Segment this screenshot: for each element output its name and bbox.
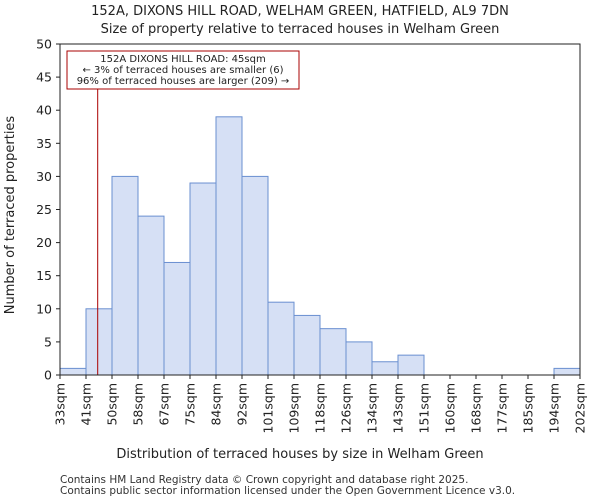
x-tick-label: 202sqm — [573, 383, 588, 433]
x-tick-label: 126sqm — [339, 383, 354, 433]
bar-109sqm — [293, 314, 321, 376]
bar-33sqm — [59, 367, 87, 376]
bar-50sqm — [111, 175, 139, 376]
footer-line2: Contains public sector information licen… — [60, 485, 515, 497]
x-axis-label: Distribution of terraced houses by size … — [116, 447, 483, 462]
x-tick-label: 41sqm — [79, 383, 94, 426]
chart-title-line2: Size of property relative to terraced ho… — [101, 22, 500, 37]
x-tick-label: 92sqm — [235, 383, 250, 426]
y-axis-ticks: 0 5 10 15 20 25 30 35 40 45 50 — [36, 37, 60, 383]
y-axis-label: Number of terraced properties — [3, 116, 18, 315]
annotation-box-border — [66, 50, 300, 90]
y-tick-label: 35 — [36, 136, 52, 151]
bar-194sqm — [553, 367, 581, 376]
footer-line1: Contains HM Land Registry data © Crown c… — [60, 474, 468, 486]
x-tick-label: 58sqm — [131, 383, 146, 426]
y-tick-label: 20 — [36, 235, 52, 250]
bar-92sqm — [241, 175, 269, 376]
y-tick-label: 40 — [36, 103, 52, 118]
bar-75sqm — [189, 182, 217, 376]
x-tick-label: 75sqm — [183, 383, 198, 426]
x-tick-label: 50sqm — [105, 383, 120, 426]
x-tick-label: 101sqm — [261, 383, 276, 433]
bar-84sqm — [215, 116, 243, 376]
bar-126sqm — [345, 341, 373, 376]
bar-67sqm — [163, 261, 191, 376]
y-tick-label: 5 — [44, 334, 52, 349]
x-tick-label: 177sqm — [495, 383, 510, 433]
y-tick-label: 30 — [36, 169, 52, 184]
chart-title-line1: 152A, DIXONS HILL ROAD, WELHAM GREEN, HA… — [91, 4, 509, 19]
x-tick-label: 118sqm — [313, 383, 328, 433]
bar-58sqm — [137, 215, 165, 376]
y-tick-label: 10 — [36, 301, 52, 316]
y-tick-label: 0 — [44, 368, 52, 383]
x-tick-label: 160sqm — [443, 383, 458, 433]
bar-143sqm — [397, 354, 425, 376]
plot-area-frame — [59, 43, 581, 376]
x-tick-label: 185sqm — [521, 383, 536, 433]
y-tick-label: 25 — [36, 202, 52, 217]
x-tick-label: 67sqm — [157, 383, 172, 426]
x-tick-label: 33sqm — [53, 383, 68, 426]
x-tick-label: 143sqm — [391, 383, 406, 433]
y-tick-label: 45 — [36, 70, 52, 85]
annotation-line1: 152A DIXONS HILL ROAD: 45sqm — [100, 54, 265, 65]
bar-118sqm — [319, 328, 347, 376]
annotation-line2: ← 3% of terraced houses are smaller (6) — [83, 65, 284, 76]
y-tick-label: 50 — [36, 37, 52, 52]
x-tick-label: 134sqm — [365, 383, 380, 433]
bar-41sqm — [85, 308, 113, 376]
bars-group — [59, 116, 581, 376]
x-tick-label: 194sqm — [547, 383, 562, 433]
bar-101sqm — [267, 301, 295, 376]
annotation-line3: 96% of terraced houses are larger (209) … — [77, 76, 290, 87]
x-axis-ticks: 33sqm 41sqm 50sqm 58sqm 67sqm 75sqm 84sqm 92sqm… — [53, 375, 588, 433]
y-tick-label: 15 — [36, 268, 52, 283]
annotation-box: 152A DIXONS HILL ROAD: 45sqm ← 3% of ter… — [66, 50, 300, 90]
x-tick-label: 168sqm — [469, 383, 484, 433]
bar-134sqm — [371, 361, 399, 376]
x-tick-label: 151sqm — [417, 383, 432, 433]
x-tick-label: 109sqm — [287, 383, 302, 433]
x-tick-label: 84sqm — [209, 383, 224, 426]
